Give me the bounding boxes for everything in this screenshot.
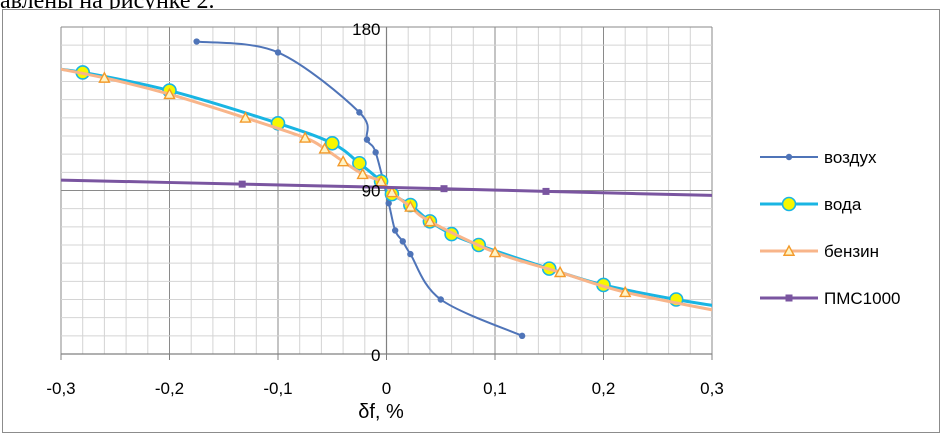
x-axis-title: δf, %	[358, 401, 404, 423]
legend-marker	[781, 196, 797, 212]
legend-item: вода	[760, 195, 862, 214]
series-3-point	[318, 142, 331, 154]
series-1-point	[385, 200, 392, 207]
series-3-point	[336, 154, 350, 167]
series-3-point	[98, 71, 111, 83]
series-3-point	[619, 285, 632, 298]
series-1-point	[193, 38, 200, 45]
legend-item: бензин	[760, 242, 879, 261]
series-3-point	[488, 245, 502, 258]
legend-marker	[782, 244, 796, 256]
x-tick-label: 0,3	[700, 379, 724, 398]
legend-label: бензин	[824, 242, 879, 261]
y-tick-label: 180	[352, 20, 380, 39]
series-1-point	[356, 109, 363, 116]
series-4-line	[61, 178, 712, 197]
series-1-point	[274, 49, 282, 56]
chart-tick-labels: -0,3 -0,2 -0,1 0 0,1 0,2 0,3 180 90 0	[46, 20, 723, 398]
series-4-point	[238, 180, 246, 188]
series-3-point	[385, 185, 399, 198]
series-3-point	[553, 265, 567, 278]
legend-label: ПМС1000	[824, 289, 900, 308]
series-3	[61, 67, 712, 312]
series-2-point	[352, 155, 367, 171]
legend-label: воздух	[824, 148, 877, 167]
series-1-point	[372, 149, 379, 156]
y-tick-label: 0	[371, 346, 380, 365]
y-tick-label: 90	[362, 182, 381, 201]
series-3-point	[298, 131, 312, 143]
legend-label: вода	[824, 195, 862, 214]
series-1	[193, 38, 526, 340]
series-4-point	[542, 187, 550, 195]
series-3-point	[163, 87, 176, 100]
x-tick-label: 0,2	[592, 379, 616, 398]
series-2-point	[324, 135, 340, 151]
series-1-point	[437, 296, 444, 303]
series-1-point	[407, 250, 414, 258]
series-3-point	[374, 174, 388, 187]
chart-series-layer	[61, 38, 712, 340]
legend-marker	[785, 294, 793, 302]
series-1-point	[363, 136, 371, 143]
series-4	[61, 178, 712, 197]
series-3-point	[423, 214, 437, 227]
series-3-line	[61, 67, 712, 312]
x-tick-label: -0,3	[46, 379, 75, 398]
legend-item: ПМС1000	[760, 289, 900, 308]
series-1-point	[518, 332, 526, 340]
series-3-point	[356, 167, 369, 180]
series-1-point	[399, 238, 406, 245]
series-1-point	[391, 227, 399, 234]
x-tick-label: 0,1	[483, 379, 507, 398]
series-4-point	[440, 185, 448, 193]
legend-marker	[785, 153, 793, 161]
x-tick-label: 0	[382, 379, 391, 398]
x-tick-label: -0,2	[155, 379, 184, 398]
x-tick-label: -0,1	[263, 379, 292, 398]
chart-frame	[2, 9, 940, 433]
chart-legend: воздух вода бензин ПМС1000	[760, 148, 900, 308]
legend-item: воздух	[760, 148, 877, 167]
series-3-point	[404, 200, 417, 212]
series-3-point	[239, 111, 252, 123]
